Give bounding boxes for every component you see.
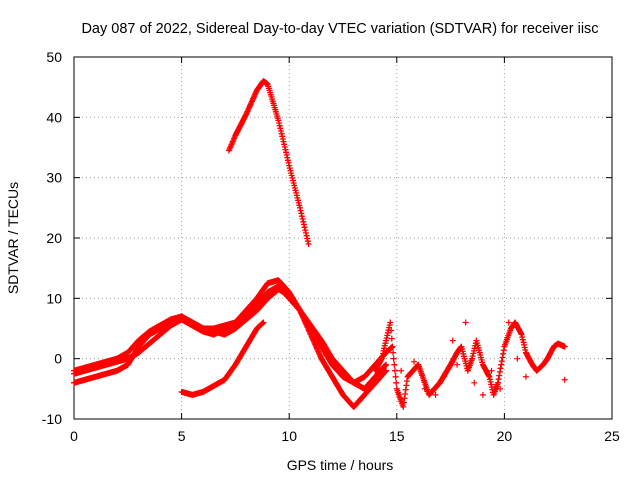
x-tick-label: 20 — [497, 428, 513, 444]
data-point-outlier — [449, 337, 456, 344]
data-point-outlier — [398, 367, 405, 374]
axis-ticks: 0 5 10 15 20 25 -10 0 10 20 30 40 50 — [42, 49, 620, 444]
data-point-outlier — [505, 319, 512, 326]
grid-lines — [74, 57, 612, 419]
data-point-outlier — [462, 319, 469, 326]
y-tick-label: 20 — [46, 230, 62, 246]
x-tick-label: 15 — [389, 428, 405, 444]
y-tick-label: 0 — [54, 351, 62, 367]
series-scatter-outliers — [398, 319, 568, 398]
series-track-e — [225, 78, 312, 247]
data-point-outlier — [441, 373, 448, 380]
y-tick-label: -10 — [42, 411, 62, 427]
data-point-outlier — [479, 391, 486, 398]
series-markers-track-e — [225, 78, 312, 247]
y-tick-label: 30 — [46, 170, 62, 186]
data-point-outlier — [454, 361, 461, 368]
y-tick-label: 50 — [46, 49, 62, 65]
series-track-f — [372, 319, 568, 410]
x-tick-label: 5 — [178, 428, 186, 444]
data-point-outlier — [514, 355, 521, 362]
chart-title: Day 087 of 2022, Sidereal Day-to-day VTE… — [81, 21, 598, 37]
series-markers-track-d — [178, 319, 267, 398]
data-point-outlier — [432, 391, 439, 398]
data-point-outlier — [471, 379, 478, 386]
x-axis-label: GPS time / hours — [287, 457, 394, 473]
data-point-outlier — [411, 358, 418, 365]
data-point-outlier — [488, 367, 495, 374]
data-marks — [71, 78, 568, 410]
series-track-d — [178, 319, 267, 398]
series-markers-track-f — [372, 319, 568, 410]
data-point-outlier — [421, 385, 428, 392]
series-markers-track-c — [71, 286, 389, 392]
y-tick-label: 10 — [46, 290, 62, 306]
data-point-outlier — [561, 376, 568, 383]
series-track-c — [71, 286, 389, 392]
x-tick-label: 25 — [604, 428, 620, 444]
x-tick-label: 0 — [70, 428, 78, 444]
y-tick-label: 40 — [46, 109, 62, 125]
x-tick-label: 10 — [281, 428, 297, 444]
y-axis-label: SDTVAR / TECUs — [5, 182, 21, 294]
data-point-outlier — [522, 373, 529, 380]
data-point-outlier — [497, 385, 504, 392]
